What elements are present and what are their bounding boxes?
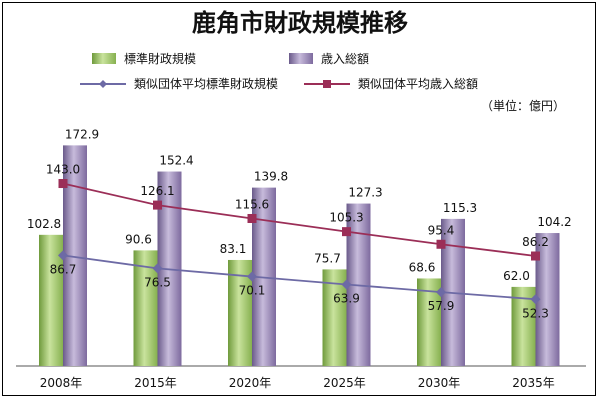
bar-data-label: 115.3 xyxy=(443,201,477,215)
legend-item-total-revenue: 歳入総額 xyxy=(289,52,369,66)
line-data-label: 143.0 xyxy=(46,163,80,177)
legend: 標準財政規模 歳入総額 類似団体平均標準財政規模 類似団体平均歳入総額 xyxy=(80,51,478,91)
x-tick-label: 2030年 xyxy=(418,376,461,390)
line-data-label: 86.7 xyxy=(50,262,77,276)
bar-data-label: 127.3 xyxy=(348,186,382,200)
legend-label: 類似団体平均歳入総額 xyxy=(358,77,478,91)
line-marker-diamond xyxy=(58,250,68,261)
line-data-label: 70.1 xyxy=(239,284,266,298)
legend-marker-square xyxy=(323,80,331,88)
bar-data-label: 172.9 xyxy=(65,127,99,141)
unit-note: （単位：億円） xyxy=(481,98,565,113)
bar-standard xyxy=(228,259,252,366)
x-tick-label: 2008年 xyxy=(40,376,83,390)
legend-item-similar-avg-revenue: 類似団体平均歳入総額 xyxy=(304,77,478,91)
legend-swatch-purple xyxy=(289,53,313,64)
line-data-label: 86.2 xyxy=(522,235,549,249)
bar-data-label: 152.4 xyxy=(159,154,193,168)
bar-standard xyxy=(133,250,158,366)
bar-data-label: 62.0 xyxy=(503,269,530,283)
x-tick-label: 2035年 xyxy=(512,376,555,390)
bar-data-label: 139.8 xyxy=(254,170,288,184)
legend-label: 標準財政規模 xyxy=(124,51,196,66)
line-marker-square xyxy=(153,200,162,210)
line-marker-square xyxy=(58,179,68,189)
line-data-label: 76.5 xyxy=(144,275,171,289)
legend-item-similar-avg-standard: 類似団体平均標準財政規模 xyxy=(80,76,278,91)
chart-title: 鹿角市財政規模推移 xyxy=(192,9,408,37)
line-data-label: 63.9 xyxy=(333,291,360,305)
bar-data-label: 102.8 xyxy=(27,217,61,231)
line-marker-diamond xyxy=(341,279,352,290)
line-data-label: 105.3 xyxy=(329,211,363,225)
line-marker-diamond xyxy=(530,294,541,305)
line-marker-square xyxy=(342,227,351,237)
line-marker-diamond xyxy=(152,263,163,274)
line-data-label: 95.4 xyxy=(428,223,455,237)
line-marker-square xyxy=(531,251,540,261)
line-marker-diamond xyxy=(247,271,257,282)
line-data-label: 115.6 xyxy=(235,197,269,211)
legend-label: 歳入総額 xyxy=(321,52,369,66)
bar-standard xyxy=(39,234,63,366)
legend-marker-diamond xyxy=(99,80,107,88)
x-tick-label: 2015年 xyxy=(134,376,177,390)
line-data-label: 57.9 xyxy=(428,299,455,313)
bar-data-label: 104.2 xyxy=(537,215,571,229)
line-marker-square xyxy=(247,213,257,223)
legend-swatch-green xyxy=(92,53,116,64)
chart-frame xyxy=(2,2,596,396)
line-series-similar-standard xyxy=(62,254,536,301)
line-data-label: 126.1 xyxy=(140,184,174,198)
bar-standard xyxy=(322,269,347,366)
bar-data-label: 75.7 xyxy=(314,251,341,265)
x-tick-label: 2020年 xyxy=(229,376,272,390)
line-data-label: 52.3 xyxy=(522,306,549,320)
chart-marks: 102.8 90.6 83.1 75.7 68.6 62.0 172.9 152.4 139.8… xyxy=(27,127,572,390)
bar-data-label: 83.1 xyxy=(220,242,247,256)
line-series-similar-revenue xyxy=(62,182,536,257)
legend-item-standard-fiscal-scale: 標準財政規模 xyxy=(92,51,196,66)
line-marker-diamond xyxy=(436,287,446,298)
legend-label: 類似団体平均標準財政規模 xyxy=(134,76,278,91)
bar-data-label: 68.6 xyxy=(409,260,436,274)
x-tick-label: 2025年 xyxy=(323,376,366,390)
bar-data-label: 90.6 xyxy=(125,232,152,246)
line-marker-square xyxy=(436,239,446,249)
